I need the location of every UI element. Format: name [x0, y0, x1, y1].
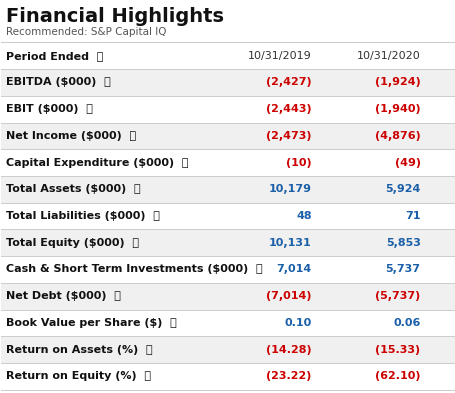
Text: EBIT ($000)  ⓘ: EBIT ($000) ⓘ	[6, 104, 93, 114]
Text: (23.22): (23.22)	[266, 371, 311, 381]
Text: 10/31/2019: 10/31/2019	[248, 51, 311, 61]
Text: (1,940): (1,940)	[374, 104, 420, 114]
FancyBboxPatch shape	[1, 123, 454, 149]
Text: 10,131: 10,131	[268, 238, 311, 248]
Text: Recommended: S&P Capital IQ: Recommended: S&P Capital IQ	[6, 27, 166, 37]
Text: Capital Expenditure ($000)  ⓘ: Capital Expenditure ($000) ⓘ	[6, 158, 188, 167]
FancyBboxPatch shape	[1, 256, 454, 283]
FancyBboxPatch shape	[1, 69, 454, 96]
Text: (5,737): (5,737)	[374, 291, 420, 301]
Text: (4,876): (4,876)	[374, 131, 420, 141]
FancyBboxPatch shape	[1, 149, 454, 176]
Text: Net Income ($000)  ⓘ: Net Income ($000) ⓘ	[6, 131, 136, 141]
Text: 5,924: 5,924	[384, 184, 420, 194]
Text: 10/31/2020: 10/31/2020	[356, 51, 420, 61]
FancyBboxPatch shape	[1, 203, 454, 230]
Text: 0.10: 0.10	[284, 318, 311, 328]
Text: (10): (10)	[286, 158, 311, 167]
FancyBboxPatch shape	[1, 336, 454, 363]
Text: (14.28): (14.28)	[266, 345, 311, 354]
Text: EBITDA ($000)  ⓘ: EBITDA ($000) ⓘ	[6, 77, 111, 87]
Text: (2,443): (2,443)	[266, 104, 311, 114]
Text: Net Debt ($000)  ⓘ: Net Debt ($000) ⓘ	[6, 291, 121, 301]
FancyBboxPatch shape	[1, 310, 454, 336]
Text: Return on Assets (%)  ⓘ: Return on Assets (%) ⓘ	[6, 345, 152, 354]
Text: (15.33): (15.33)	[374, 345, 420, 354]
Text: Total Equity ($000)  ⓘ: Total Equity ($000) ⓘ	[6, 238, 139, 248]
FancyBboxPatch shape	[1, 283, 454, 310]
Text: Total Liabilities ($000)  ⓘ: Total Liabilities ($000) ⓘ	[6, 211, 159, 221]
Text: (2,427): (2,427)	[266, 77, 311, 87]
Text: 71: 71	[404, 211, 420, 221]
FancyBboxPatch shape	[1, 176, 454, 203]
Text: (62.10): (62.10)	[374, 371, 420, 381]
Text: (49): (49)	[394, 158, 420, 167]
FancyBboxPatch shape	[1, 96, 454, 123]
Text: 10,179: 10,179	[268, 184, 311, 194]
Text: 48: 48	[296, 211, 311, 221]
FancyBboxPatch shape	[1, 363, 454, 390]
Text: (7,014): (7,014)	[266, 291, 311, 301]
Text: 0.06: 0.06	[392, 318, 420, 328]
Text: 7,014: 7,014	[276, 264, 311, 274]
FancyBboxPatch shape	[1, 42, 454, 69]
Text: 5,737: 5,737	[385, 264, 420, 274]
Text: Financial Highlights: Financial Highlights	[6, 7, 223, 26]
Text: (1,924): (1,924)	[374, 77, 420, 87]
FancyBboxPatch shape	[1, 230, 454, 256]
Text: Period Ended  ⓘ: Period Ended ⓘ	[6, 51, 103, 61]
Text: Cash & Short Term Investments ($000)  ⓘ: Cash & Short Term Investments ($000) ⓘ	[6, 264, 262, 274]
Text: (2,473): (2,473)	[266, 131, 311, 141]
Text: Book Value per Share ($)  ⓘ: Book Value per Share ($) ⓘ	[6, 318, 176, 328]
Text: 5,853: 5,853	[385, 238, 420, 248]
Text: Total Assets ($000)  ⓘ: Total Assets ($000) ⓘ	[6, 184, 140, 194]
Text: Return on Equity (%)  ⓘ: Return on Equity (%) ⓘ	[6, 371, 151, 381]
